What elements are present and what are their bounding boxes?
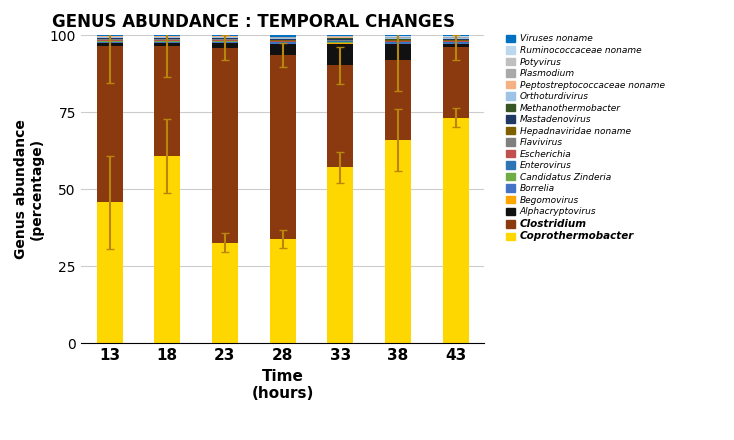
Bar <box>443 42 468 43</box>
Bar <box>443 48 468 117</box>
Bar <box>97 42 123 43</box>
Bar <box>443 44 468 48</box>
Bar <box>97 40 123 41</box>
Bar <box>212 37 238 38</box>
Bar <box>154 42 181 43</box>
Bar <box>212 40 238 41</box>
Bar <box>97 43 123 46</box>
Bar <box>154 38 181 39</box>
Bar <box>97 202 123 343</box>
Bar <box>385 42 411 43</box>
Bar <box>327 40 353 41</box>
Bar <box>154 41 181 42</box>
Bar <box>327 41 353 42</box>
Bar <box>385 35 411 36</box>
Bar <box>385 40 411 41</box>
Bar <box>385 36 411 37</box>
Bar <box>269 43 296 44</box>
Bar <box>97 38 123 39</box>
X-axis label: Time
(hours): Time (hours) <box>252 369 313 401</box>
Bar <box>443 38 468 39</box>
Bar <box>327 44 353 66</box>
Bar <box>327 35 353 36</box>
Bar <box>269 38 296 39</box>
Bar <box>269 35 296 37</box>
Bar <box>385 60 411 140</box>
Bar <box>269 42 296 43</box>
Bar <box>212 43 238 48</box>
Text: GENUS ABUNDANCE : TEMPORAL CHANGES: GENUS ABUNDANCE : TEMPORAL CHANGES <box>51 13 455 31</box>
Bar <box>212 39 238 40</box>
Bar <box>269 40 296 41</box>
Bar <box>97 37 123 38</box>
Bar <box>212 243 238 343</box>
Bar <box>443 40 468 41</box>
Bar <box>327 167 353 343</box>
Bar <box>269 55 296 239</box>
Bar <box>97 46 123 202</box>
Bar <box>327 43 353 44</box>
Bar <box>154 46 181 157</box>
Bar <box>154 157 181 343</box>
Bar <box>443 43 468 44</box>
Bar <box>443 35 468 36</box>
Bar <box>385 38 411 39</box>
Bar <box>212 41 238 42</box>
Bar <box>212 48 238 243</box>
Bar <box>385 44 411 60</box>
Bar <box>443 117 468 343</box>
Bar <box>385 41 411 42</box>
Bar <box>327 66 353 167</box>
Bar <box>443 36 468 37</box>
Bar <box>269 41 296 42</box>
Bar <box>269 39 296 40</box>
Bar <box>327 39 353 40</box>
Bar <box>269 44 296 55</box>
Bar <box>443 41 468 42</box>
Bar <box>385 39 411 40</box>
Legend: Viruses noname, Ruminococcaceae noname, Potyvirus, Plasmodium, Peptostreptococca: Viruses noname, Ruminococcaceae noname, … <box>505 33 666 242</box>
Bar <box>154 39 181 40</box>
Bar <box>327 42 353 43</box>
Bar <box>269 239 296 343</box>
Bar <box>327 37 353 38</box>
Bar <box>97 41 123 42</box>
Bar <box>154 43 181 46</box>
Bar <box>385 43 411 44</box>
Bar <box>443 39 468 40</box>
Bar <box>212 38 238 39</box>
Bar <box>154 40 181 41</box>
Bar <box>97 39 123 40</box>
Y-axis label: Genus abundance
(percentage): Genus abundance (percentage) <box>14 119 44 259</box>
Bar <box>154 37 181 38</box>
Bar <box>385 140 411 343</box>
Bar <box>327 38 353 39</box>
Bar <box>212 42 238 43</box>
